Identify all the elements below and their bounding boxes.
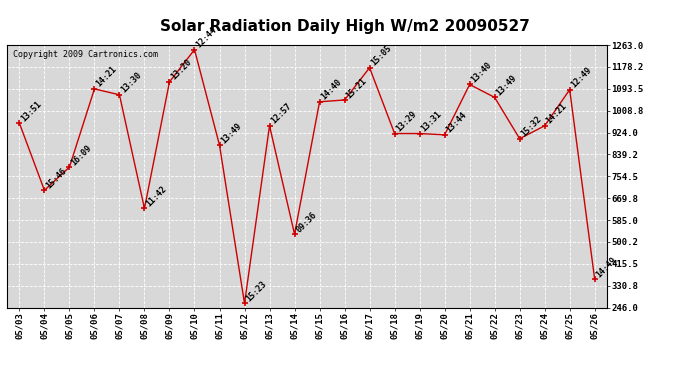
Text: 14:49: 14:49 xyxy=(595,255,619,279)
Text: 13:40: 13:40 xyxy=(470,60,493,84)
Text: 13:30: 13:30 xyxy=(119,71,144,95)
Text: 13:44: 13:44 xyxy=(444,111,469,135)
Text: 14:21: 14:21 xyxy=(95,65,119,89)
Text: Copyright 2009 Cartronics.com: Copyright 2009 Cartronics.com xyxy=(13,50,158,59)
Text: 15:21: 15:21 xyxy=(344,76,368,100)
Text: 13:31: 13:31 xyxy=(420,110,444,134)
Text: 13:51: 13:51 xyxy=(19,99,43,123)
Text: 13:29: 13:29 xyxy=(395,110,419,134)
Text: 13:20: 13:20 xyxy=(170,58,193,82)
Text: 13:49: 13:49 xyxy=(219,121,244,145)
Text: 12:57: 12:57 xyxy=(270,102,293,126)
Text: 13:49: 13:49 xyxy=(495,74,519,98)
Text: 15:46: 15:46 xyxy=(44,166,68,190)
Text: 12:49: 12:49 xyxy=(570,66,593,90)
Text: 12:44: 12:44 xyxy=(195,26,219,50)
Text: 14:21: 14:21 xyxy=(544,102,569,126)
Text: 15:23: 15:23 xyxy=(244,279,268,303)
Text: Solar Radiation Daily High W/m2 20090527: Solar Radiation Daily High W/m2 20090527 xyxy=(160,19,530,34)
Text: 15:32: 15:32 xyxy=(520,115,544,139)
Text: 11:42: 11:42 xyxy=(144,184,168,209)
Text: 09:36: 09:36 xyxy=(295,210,319,234)
Text: 16:09: 16:09 xyxy=(70,143,93,167)
Text: 15:05: 15:05 xyxy=(370,44,393,68)
Text: 14:40: 14:40 xyxy=(319,78,344,102)
